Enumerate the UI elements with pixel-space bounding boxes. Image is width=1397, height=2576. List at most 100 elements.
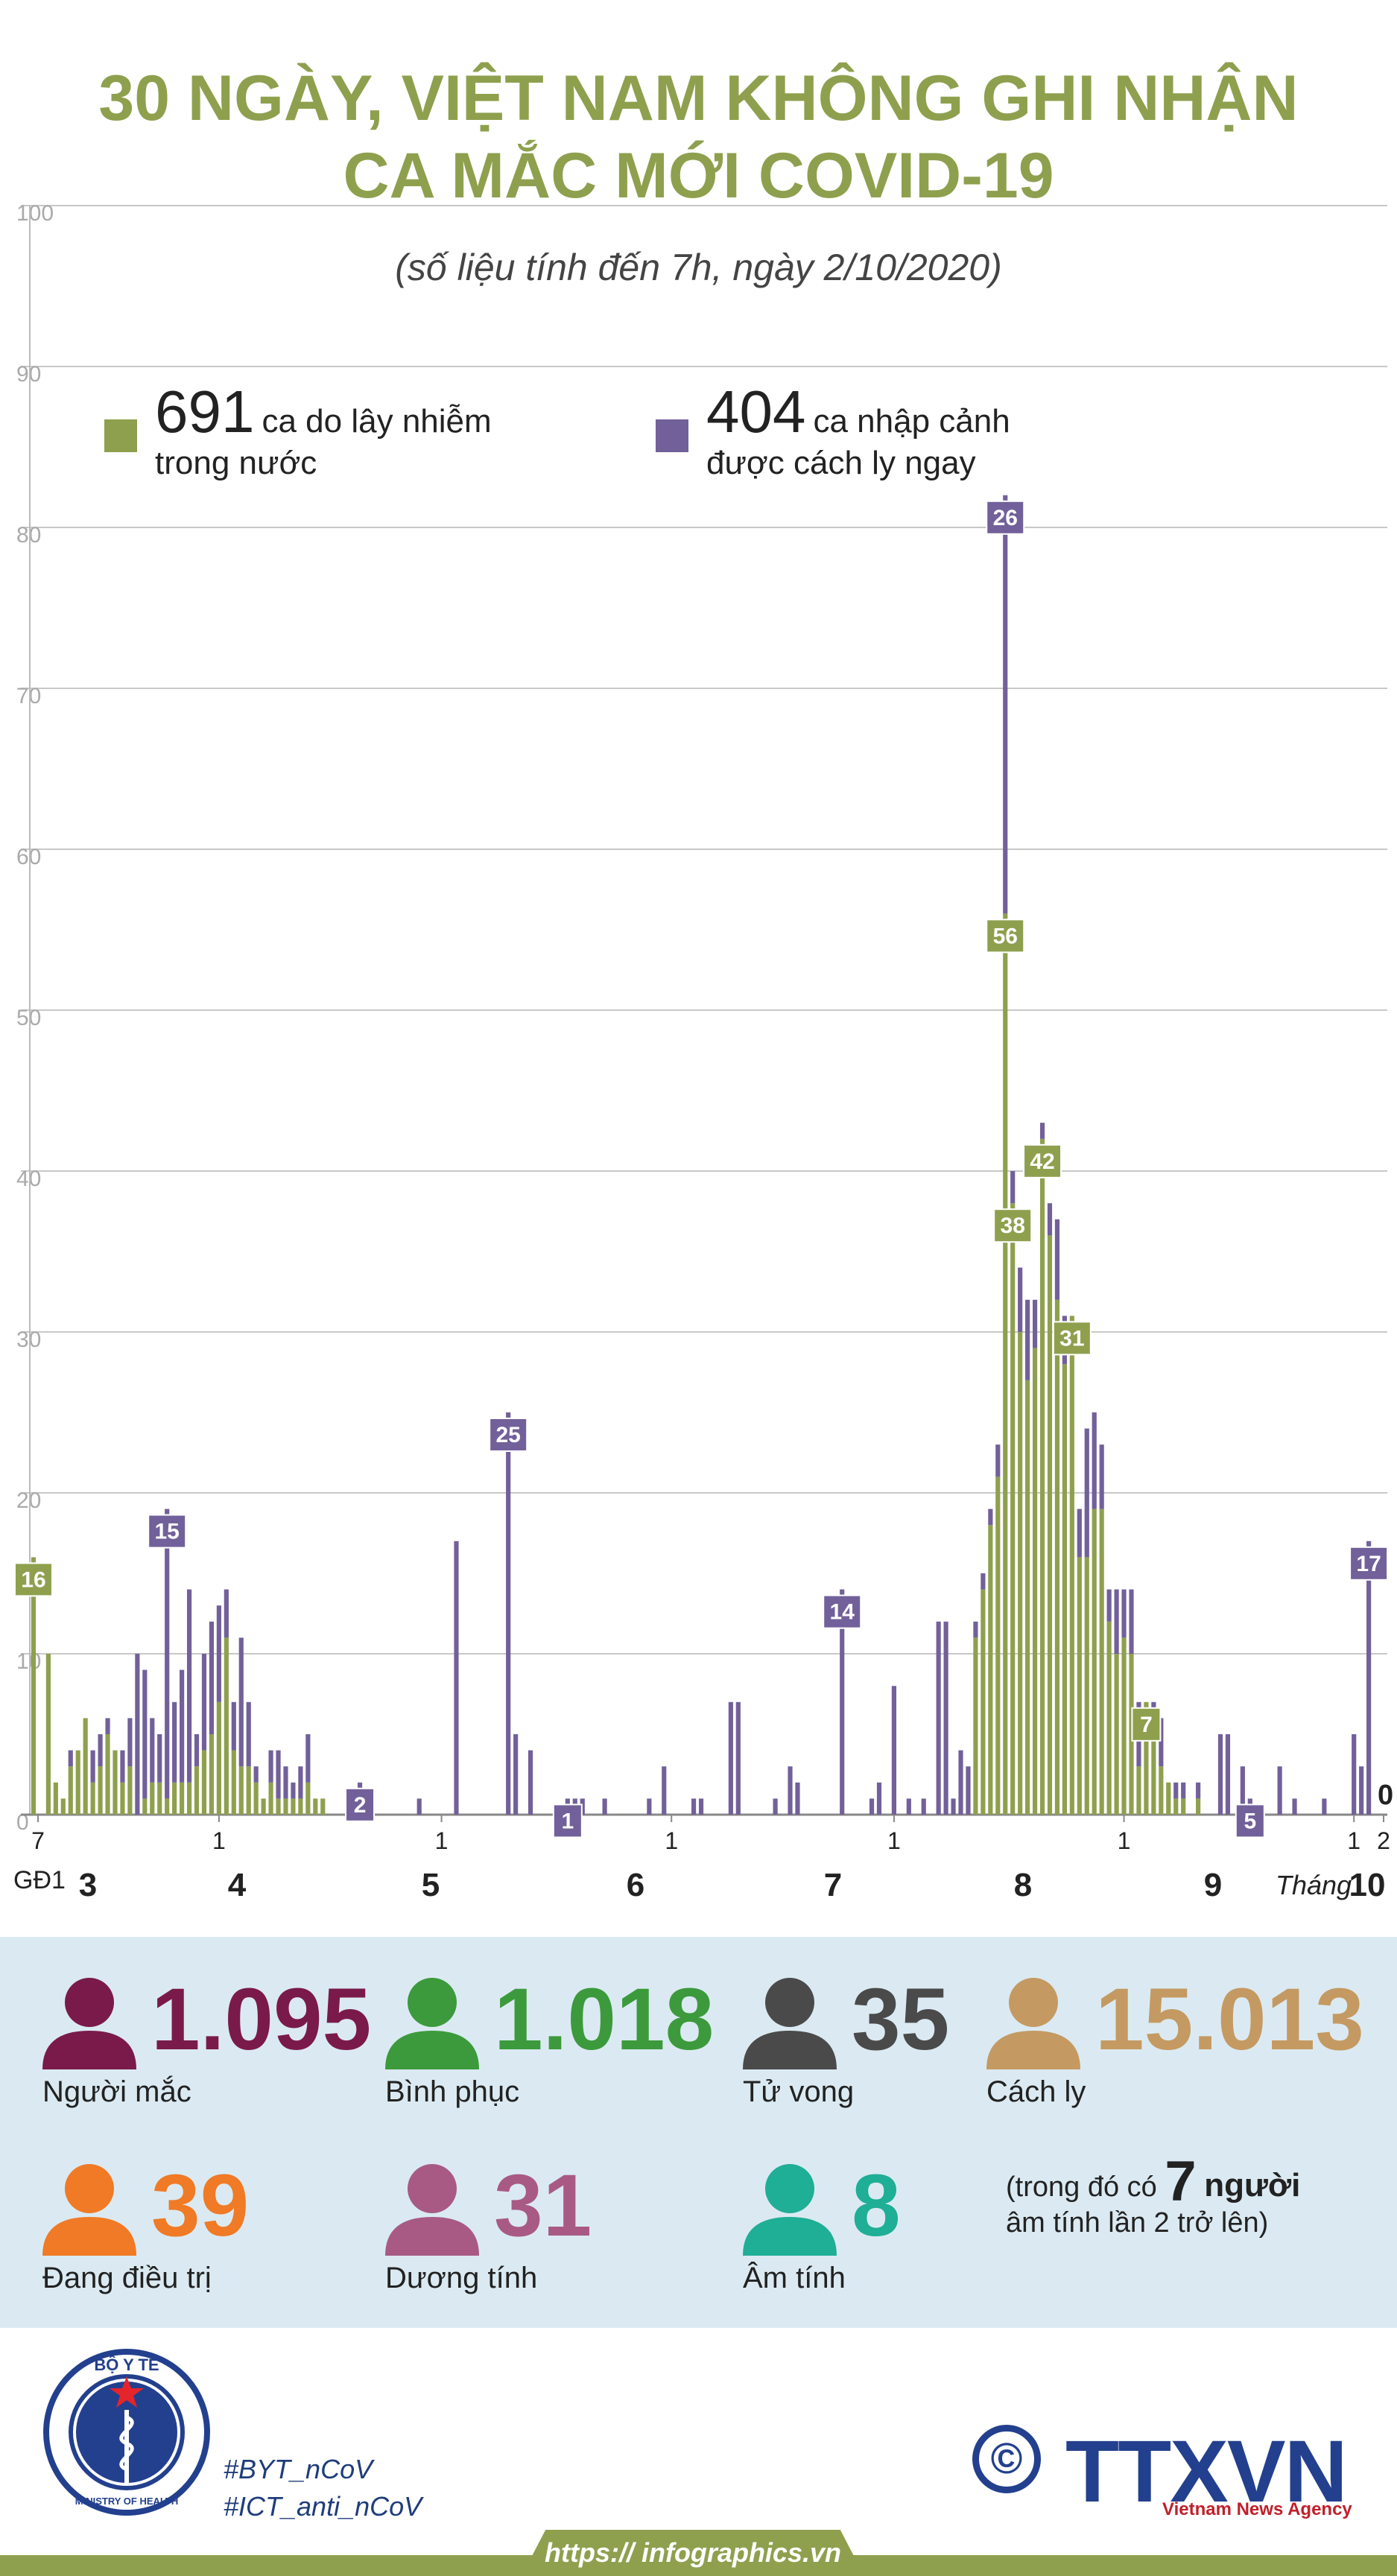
data-label: 17 (1356, 1552, 1381, 1576)
y-tick-label: 100 (16, 201, 54, 226)
y-tick-label: 90 (16, 362, 41, 387)
bar-domestic (1025, 1380, 1030, 1815)
note-line2: âm tính lần 2 trở lên) (1006, 2207, 1269, 2239)
bar-imported (1084, 1428, 1089, 1558)
ministry-of-health-logo: BỘ Y TẾ MINISTRY OF HEALTH (43, 2349, 210, 2516)
bar-imported (298, 1766, 303, 1799)
month-label: 6 (626, 1867, 645, 1903)
bar-imported (1003, 495, 1008, 914)
bar-domestic (1092, 1509, 1097, 1815)
bar-domestic (973, 1637, 978, 1815)
bar-domestic (53, 1782, 58, 1815)
x-tick-label: 1 (212, 1827, 226, 1854)
month-label: 4 (227, 1867, 247, 1903)
bar-domestic (1084, 1557, 1089, 1815)
bar-domestic (180, 1782, 185, 1815)
legend-imported-text1: ca nhập cảnh (813, 403, 1010, 440)
data-label-box (1052, 1321, 1092, 1356)
legend-domestic-text1: ca do lây nhiễm (262, 403, 492, 440)
bar-imported (951, 1798, 956, 1815)
bar-imported (1292, 1798, 1297, 1815)
month-label: 10 (1349, 1867, 1386, 1903)
bar-domestic (1003, 913, 1008, 1815)
stat-recovered-label: Bình phục (385, 2075, 520, 2108)
bar-domestic (261, 1798, 266, 1815)
bar-domestic (305, 1782, 311, 1815)
data-label: 7 (1140, 1713, 1153, 1737)
moh-bottom-text: MINISTRY OF HEALTH (75, 2496, 178, 2507)
month-label: 7 (823, 1867, 843, 1903)
bar-imported (1277, 1766, 1282, 1815)
copyright-icon: © (972, 2425, 1041, 2493)
data-label: 1 (561, 1809, 574, 1833)
stat-treating-value: 39 (151, 2157, 250, 2255)
stat-cases-label: Người mắc (42, 2075, 191, 2108)
legend-imported-text2: được cách ly ngay (706, 445, 976, 481)
bar-imported (201, 1654, 207, 1751)
bar-imported (127, 1718, 133, 1767)
bar-imported (135, 1654, 140, 1815)
data-label: 26 (993, 506, 1018, 530)
bar-imported (150, 1718, 155, 1783)
bar-imported (172, 1701, 177, 1783)
bar-imported (966, 1766, 971, 1815)
bar-imported (1025, 1299, 1030, 1380)
bar-domestic (1136, 1766, 1141, 1815)
data-label-box (823, 1594, 862, 1629)
bar-domestic (1069, 1316, 1074, 1815)
data-label-box (993, 1208, 1033, 1243)
bar-domestic (68, 1766, 73, 1815)
y-tick-label: 30 (16, 1327, 41, 1352)
data-label-box (1235, 1803, 1265, 1839)
y-tick-label: 70 (16, 684, 41, 708)
data-label: 14 (830, 1600, 855, 1625)
bar-domestic (142, 1798, 148, 1815)
stat-cases-value: 1.095 (151, 1970, 372, 2069)
bar-imported (876, 1782, 882, 1815)
month-axis: 3 4 5 6 7 8 9 10 (0, 1855, 1397, 1914)
person-icon (42, 2164, 136, 2256)
bar-imported (194, 1734, 200, 1767)
hashtags: #BYT_nCoV #ICT_anti_nCoV (224, 2451, 422, 2525)
stat-positive-label: Dương tính (385, 2262, 538, 2294)
bar-domestic (1062, 1364, 1067, 1815)
person-icon (385, 2164, 479, 2256)
data-label: 38 (1001, 1214, 1025, 1238)
website-link[interactable]: https:// infographics.vn (544, 2537, 841, 2568)
bar-domestic (313, 1798, 318, 1815)
bar-imported (180, 1669, 185, 1783)
bar-imported (291, 1782, 296, 1799)
bar-domestic (1173, 1798, 1179, 1815)
bar-domestic (291, 1798, 296, 1815)
bar-chart: 0102030405060708090100161522511426563842… (13, 201, 1393, 1854)
chart-subtitle: (số liệu tính đến 7h, ngày 2/10/2020) (395, 247, 1002, 288)
axis-gd1-label: GĐ1 (13, 1866, 66, 1894)
x-tick-label: 1 (887, 1827, 901, 1854)
bar-imported (268, 1750, 273, 1783)
stats-panel (0, 1937, 1397, 2328)
hashtag[interactable]: #BYT_nCoV (224, 2454, 373, 2484)
note-post: người (1204, 2167, 1301, 2204)
bar-imported (157, 1734, 162, 1783)
person-icon (986, 1978, 1080, 2069)
data-label: 16 (21, 1567, 45, 1592)
bar-domestic (268, 1782, 273, 1815)
bar-imported (513, 1734, 519, 1815)
y-tick-label: 50 (16, 1006, 41, 1030)
ttxvn-logo: TTXVN Vietnam News Agency (1065, 2421, 1356, 2521)
bar-imported (105, 1718, 110, 1734)
x-tick-label: 1 (435, 1827, 449, 1854)
bar-domestic (1106, 1621, 1112, 1815)
bar-domestic (172, 1782, 177, 1815)
title-line-2: CA MẮC MỚI COVID-19 (343, 140, 1054, 212)
bar-imported (1225, 1734, 1231, 1815)
y-tick-label: 80 (16, 523, 41, 548)
hashtag[interactable]: #ICT_anti_nCoV (224, 2491, 422, 2522)
bar-domestic (1166, 1782, 1171, 1815)
bar-imported (735, 1701, 741, 1815)
stat-negative-label: Âm tính (743, 2262, 846, 2294)
bar-domestic (1121, 1637, 1127, 1815)
bar-imported (936, 1621, 941, 1815)
bar-imported (602, 1798, 607, 1815)
title-line-1: 30 NGÀY, VIỆT NAM KHÔNG GHI NHẬN (98, 63, 1299, 134)
